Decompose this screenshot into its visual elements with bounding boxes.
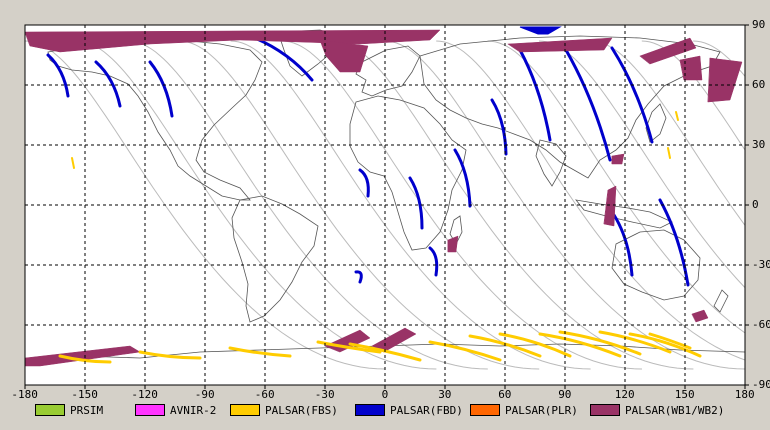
palsar-fbd-strip (358, 168, 370, 198)
graticule (25, 25, 745, 385)
legend-label: PALSAR(FBD) (390, 403, 463, 417)
palsar-fbd-strip (519, 26, 562, 35)
x-tick-label: -150 (71, 388, 98, 401)
palsar-fbd-strip (490, 98, 508, 156)
palsar-fbs-strip (628, 332, 702, 358)
palsar-fbs-strip (71, 157, 75, 169)
legend-item-palsar-fbs: PALSAR(FBS) (230, 403, 338, 417)
palsar-fbs-strip (58, 354, 112, 364)
palsar-wb-band (679, 55, 703, 81)
palsar-fbd-strip (354, 270, 363, 284)
palsar-fbs-strip (316, 340, 382, 354)
legend-swatch (355, 404, 385, 416)
legend-label: PALSAR(PLR) (505, 403, 578, 417)
palsar-fbd-strip (453, 148, 472, 208)
africa-outline (349, 95, 467, 251)
south-america-outline (231, 195, 319, 323)
palsar-wb-band (639, 37, 697, 65)
x-tick-label: -60 (254, 388, 275, 401)
legend-item-palsar-fbd: PALSAR(FBD) (355, 403, 463, 417)
palsar-fbs-strip (675, 111, 679, 121)
palsar-wb-band (25, 345, 141, 367)
palsar-fbd-strip (428, 246, 439, 277)
palsar-fbd-strip (408, 176, 424, 230)
legend-swatch (590, 404, 620, 416)
palsar-wb-band (691, 309, 709, 323)
legend-label: PRSIM (70, 403, 104, 417)
india-outline (535, 139, 567, 187)
y-tick-label: 90 (752, 18, 766, 31)
y-tick-label: -60 (752, 318, 770, 331)
y-tick-label: 60 (752, 78, 766, 91)
palsar-fbs-strip (667, 147, 671, 159)
palsar-wb-band (507, 37, 613, 53)
palsar-wb-band (25, 29, 441, 53)
europe-outline (355, 45, 421, 97)
y-tick-label: -90 (752, 378, 770, 391)
x-tick-label: 120 (614, 388, 635, 401)
palsar-wb-band (707, 57, 743, 103)
new-zealand-outline (713, 289, 729, 313)
axis-ticks (24, 24, 749, 389)
x-tick-label: -90 (194, 388, 215, 401)
legend-swatch (135, 404, 165, 416)
legend-item-palsar-plr: PALSAR(PLR) (470, 403, 578, 417)
legend-swatch (470, 404, 500, 416)
orbit-track (333, 40, 694, 370)
orbit-track (590, 40, 745, 227)
palsar-fbd-strip (46, 53, 70, 98)
palsar-wb-band (603, 185, 617, 227)
palsar-fbd-strip (564, 48, 612, 162)
x-tick-label: 180 (734, 388, 755, 401)
palsar-fbs-strip (498, 332, 572, 358)
palsar-fbs-strip (558, 330, 642, 356)
y-tick-label: -30 (752, 258, 770, 271)
x-tick-label: -180 (11, 388, 38, 401)
palsar-fbd-strip (658, 198, 690, 287)
australia-outline (611, 229, 701, 301)
x-tick-label: -30 (314, 388, 335, 401)
palsar-fbs-strip (648, 332, 692, 350)
x-tick-label: 30 (438, 388, 452, 401)
madagascar-outline (449, 215, 463, 245)
palsar-fbd-strip (148, 60, 174, 118)
legend-item-prsim: PRSIM (35, 403, 103, 417)
north-america-outline (47, 37, 263, 201)
y-tick-label: 30 (752, 138, 766, 151)
legend-swatch (35, 404, 65, 416)
legend-item-avnir2: AVNIR-2 (135, 403, 216, 417)
x-tick-label: 60 (498, 388, 512, 401)
legend-label: AVNIR-2 (170, 403, 217, 417)
legend-swatch (230, 404, 260, 416)
palsar-fbd-strip (94, 60, 122, 108)
x-tick-label: 150 (674, 388, 695, 401)
palsar-fbd-strip (610, 46, 654, 144)
x-tick-label: 90 (558, 388, 572, 401)
palsar-fbs-strip (138, 350, 202, 360)
y-tick-label: 0 (752, 198, 759, 211)
palsar-wb-band (611, 153, 625, 165)
legend-label: PALSAR(FBS) (265, 403, 338, 417)
palsar-fbs-strip (598, 330, 672, 354)
x-tick-label: -120 (131, 388, 158, 401)
x-tick-label: 0 (381, 388, 389, 401)
palsar-fbd-strip (612, 213, 634, 277)
legend-item-palsar-wb: PALSAR(WB1/WB2) (590, 403, 724, 417)
acquisition-swaths (25, 26, 743, 367)
palsar-fbs-strip (428, 340, 502, 362)
palsar-fbd-strip (518, 48, 552, 142)
japan-outline (645, 103, 667, 143)
palsar-fbs-strip (538, 332, 622, 358)
legend-label: PALSAR(WB1/WB2) (625, 403, 725, 417)
palsar-wb-band (319, 39, 369, 73)
palsar-wb-band (447, 235, 459, 253)
orbit-track (436, 40, 745, 361)
palsar-fbs-strip (228, 346, 292, 358)
